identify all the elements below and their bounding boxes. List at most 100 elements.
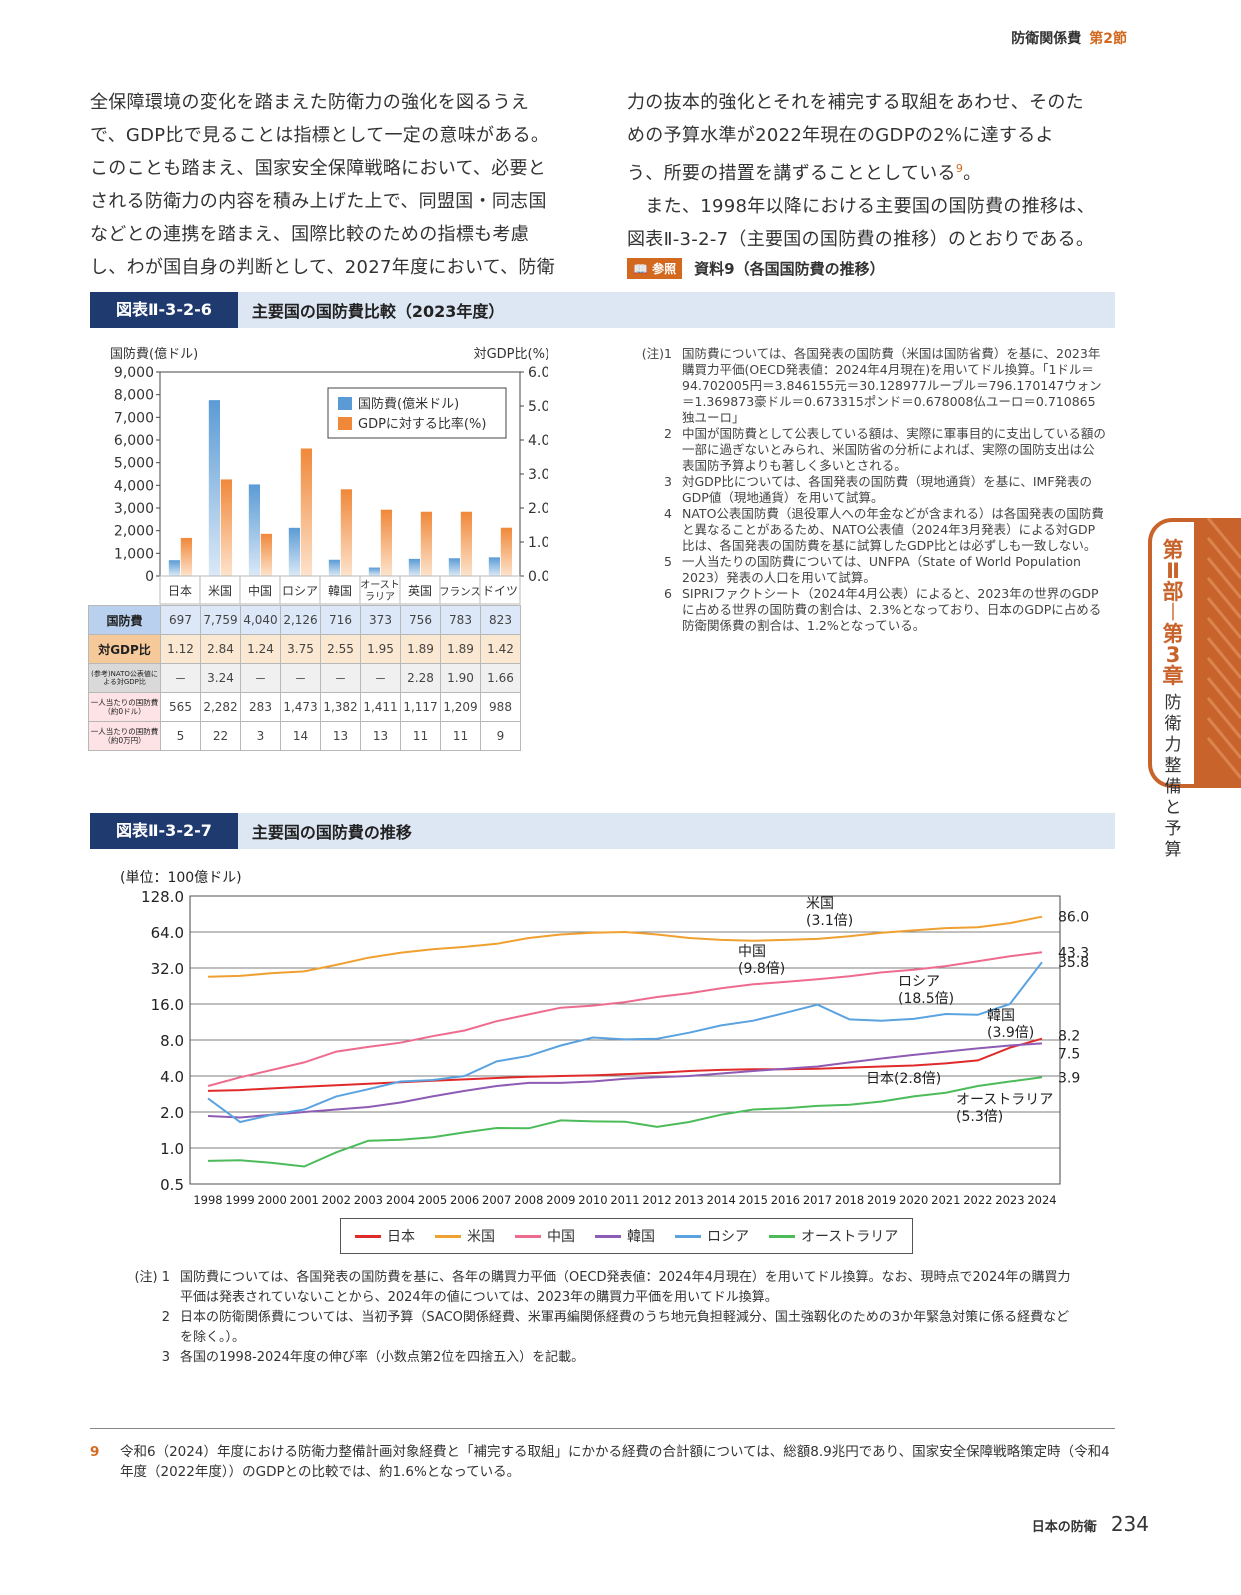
- left-tick-label: 6,000: [114, 433, 154, 449]
- bar-budget: [408, 558, 420, 576]
- category-label: フランス: [439, 586, 481, 598]
- bar-ratio: [460, 511, 472, 576]
- table-cell: 7,759: [200, 605, 241, 635]
- category-label: ドイツ: [482, 584, 518, 598]
- table-cell: －: [320, 663, 361, 693]
- side-char: 算: [1164, 840, 1182, 860]
- bar-budget: [208, 400, 220, 576]
- body-text-right: 力の抜本的強化とそれを補完する取組をあわせ、そのた めの予算水準が2022年現在…: [627, 86, 1095, 256]
- side-char: 予: [1164, 819, 1182, 839]
- table-cell: 1.42: [480, 634, 521, 664]
- x-tick-label: 2007: [482, 1193, 511, 1207]
- category-label: ロシア: [282, 584, 318, 598]
- legend-swatch-budget: [338, 397, 352, 410]
- x-tick-label: 2018: [835, 1193, 864, 1207]
- figure-title: 主要国の国防費の推移: [251, 823, 412, 842]
- table-cell: 756: [400, 605, 441, 635]
- figure-title-bar-2: 図表Ⅱ-3-2-7 主要国の国防費の推移: [90, 813, 1115, 849]
- table-cell: 13: [320, 721, 361, 751]
- series-line: [207, 961, 1043, 1124]
- note-item: (注)1 国防費については、各国発表の国防費（米国は国防省費）を基に、2023年購…: [628, 346, 1106, 426]
- table-cell: 783: [440, 605, 481, 635]
- series-line: [207, 1042, 1043, 1119]
- legend-swatch: [515, 1234, 541, 1238]
- book-title: 日本の防衛: [1031, 1520, 1097, 1535]
- table-cell: 823: [480, 605, 521, 635]
- table-row: 一人当たりの国防費（約0ドル） 565 2,282 283 1,473 1,382 1,41…: [88, 692, 521, 722]
- x-tick-label: 2005: [418, 1193, 447, 1207]
- side-tab-stripes: [1206, 518, 1241, 779]
- bar-ratio: [420, 511, 432, 576]
- figure-label: 図表Ⅱ-3-2-6: [90, 292, 238, 328]
- table-cell: 1,209: [440, 692, 481, 722]
- side-char: 3: [1165, 643, 1181, 667]
- left-tick-label: 8,000: [114, 388, 154, 404]
- body-line: などとの連携を踏まえ、国際比較のための指標も考慮: [90, 224, 530, 245]
- table-row: 一人当たりの国防費（約0万円） 5 22 3 14 13 13 11 11 9: [88, 721, 521, 751]
- page-number: 234: [1110, 1512, 1149, 1536]
- figure-title-bar-1: 図表Ⅱ-3-2-6 主要国の国防費比較（2023年度）: [90, 292, 1115, 328]
- y-tick-label: 1.0: [160, 1140, 184, 1158]
- table-row: (参考)NATO公表値による対GDP比－ 3.24 －－－－ 2.28 1.90 1.66: [88, 663, 521, 693]
- series-line: [207, 915, 1043, 978]
- right-tick-label: 5.0: [528, 399, 548, 415]
- table-cell: 2.28: [400, 663, 441, 693]
- table-cell: 2.55: [320, 634, 361, 664]
- table-cell: 22: [200, 721, 241, 751]
- x-tick-label: 2002: [322, 1193, 351, 1207]
- bar-ratio: [340, 489, 352, 576]
- x-tick-label: 2021: [931, 1193, 960, 1207]
- series-annotation: 中国: [738, 944, 766, 960]
- x-tick-label: 2019: [867, 1193, 896, 1207]
- series-annotation: (9.8倍): [738, 961, 785, 977]
- side-char: 備: [1164, 777, 1182, 797]
- side-tab-inner: [1152, 522, 1194, 784]
- category-label: ラリア: [365, 591, 395, 603]
- note-text: 中国が国防費として公表している額は、実際に軍事目的に支出している額の一部に過ぎな…: [682, 426, 1106, 473]
- reference-badge: 📖 参照: [627, 258, 683, 279]
- x-tick-label: 2022: [963, 1193, 992, 1207]
- series-annotation: ロシア: [898, 974, 940, 990]
- table-cell: 988: [480, 692, 521, 722]
- table-cell: 11: [400, 721, 441, 751]
- x-tick-label: 2000: [258, 1193, 287, 1207]
- series-line: [207, 1037, 1043, 1092]
- series-annotation: (3.1倍): [806, 913, 853, 929]
- category-label: 日本: [168, 584, 192, 598]
- left-tick-label: 5,000: [114, 456, 154, 472]
- series-annotation: (5.3倍): [956, 1109, 1003, 1125]
- x-tick-label: 2012: [642, 1193, 671, 1207]
- body-line: また、1998年以降における主要国の国防費の推移は、: [627, 196, 1095, 217]
- legend-label: オーストラリア: [801, 1229, 899, 1245]
- left-tick-label: 2,000: [114, 524, 154, 540]
- reference-text[interactable]: 資料9（各国国防費の推移）: [694, 260, 885, 278]
- body-line: 全保障環境の変化を踏まえた防衛力の強化を図るうえ: [90, 92, 530, 113]
- legend-swatch: [435, 1234, 461, 1238]
- table-cell: －: [280, 663, 321, 693]
- footnote-marker[interactable]: 9: [955, 162, 964, 175]
- left-tick-label: 3,000: [114, 501, 154, 517]
- table-cell: 4,040: [240, 605, 281, 635]
- category-label: 韓国: [328, 584, 352, 598]
- bar-ratio: [180, 537, 192, 576]
- figure-label: 図表Ⅱ-3-2-7: [90, 813, 238, 849]
- table-cell: 11: [440, 721, 481, 751]
- x-tick-label: 2020: [899, 1193, 928, 1207]
- bar-legend: [327, 387, 507, 439]
- reference-row: 📖 参照 資料9（各国国防費の推移）: [627, 258, 885, 279]
- right-tick-label: 4.0: [528, 433, 548, 449]
- table-cell: 1,382: [320, 692, 361, 722]
- note-item: 3 対GDP比については、各国発表の国防費（現地通貨）を基に、IMF発表のGDP値…: [628, 474, 1106, 506]
- y-tick-label: 16.0: [151, 996, 184, 1014]
- side-char: 部: [1162, 580, 1184, 604]
- category-label: 米国: [208, 584, 232, 598]
- note-item: (注) 1 国防費については、各国発表の国防費を基に、各年の購買力平価（OECD発…: [122, 1268, 1072, 1308]
- y-tick-label: 64.0: [151, 924, 184, 942]
- table-cell: 1.66: [480, 663, 521, 693]
- table-cell: 2,282: [200, 692, 241, 722]
- note-item: 2 中国が国防費として公表している額は、実際に軍事目的に支出している額の一部に過ぎ…: [628, 426, 1106, 474]
- table-cell: －: [240, 663, 281, 693]
- legend-label-budget: 国防費(億米ドル): [358, 396, 459, 412]
- table-cell: －: [360, 663, 401, 693]
